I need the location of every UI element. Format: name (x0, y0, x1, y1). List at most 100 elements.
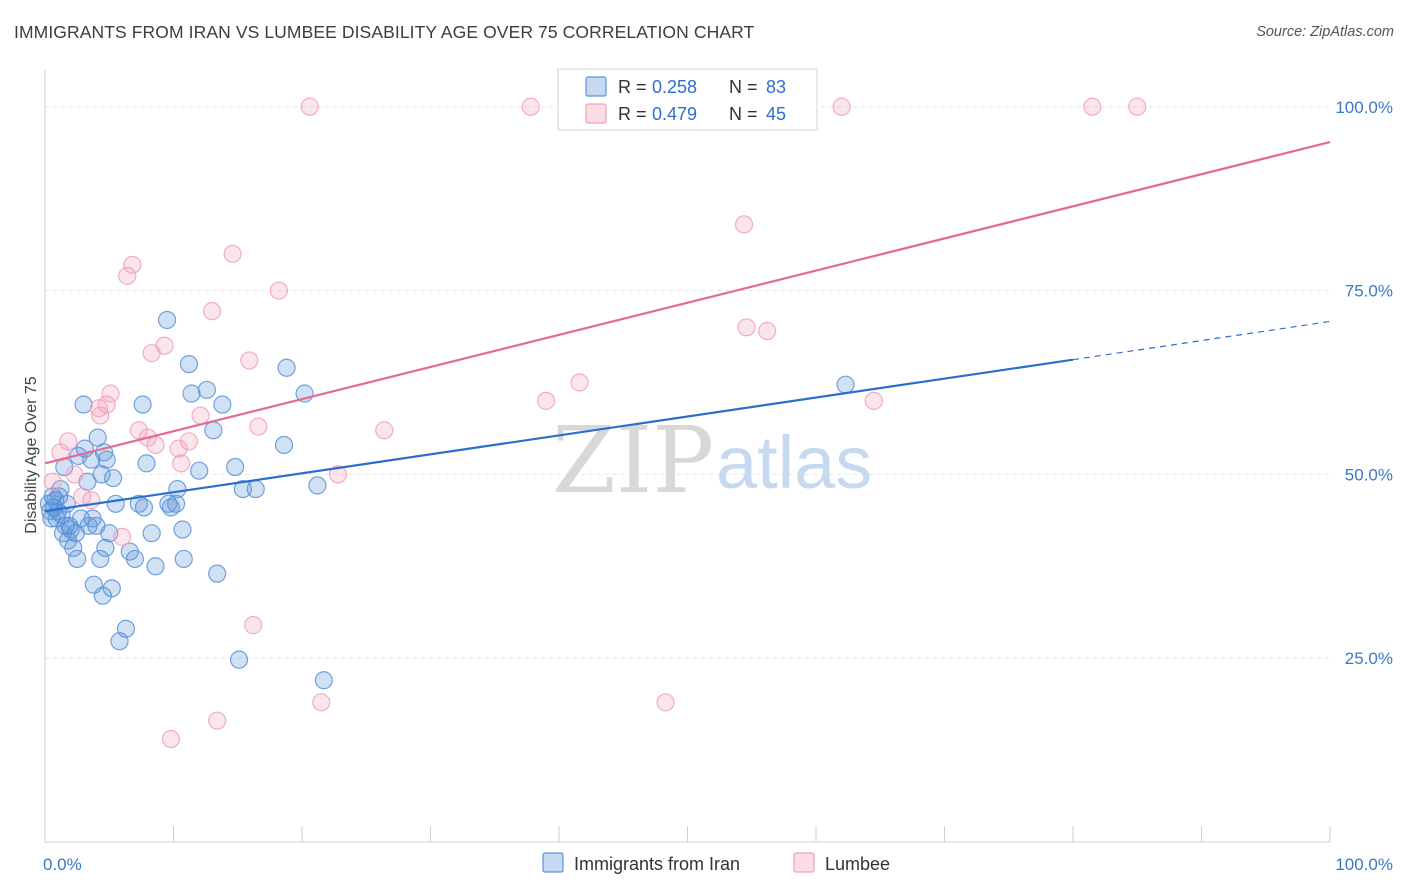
point-lumbee-20 (179, 432, 199, 451)
point-lumbee-32 (521, 97, 540, 116)
bottom-legend-label-iran: Immigrants from Iran (574, 854, 740, 874)
x-tick-labels: 0.0% 100.0% (43, 855, 1393, 874)
point-iran-62 (204, 421, 223, 440)
point-iran-75 (836, 375, 855, 394)
point-lumbee-21 (191, 406, 210, 425)
y-tick-label-0: 25.0% (1345, 649, 1393, 668)
legend-swatch-lumbee (585, 103, 607, 124)
point-iran-65 (226, 457, 245, 477)
legend-box: R = 0.258 N = 83 R = 0.479 N = 45 (557, 68, 818, 131)
point-lumbee-22 (202, 302, 222, 321)
point-iran-23 (74, 395, 93, 414)
point-lumbee-28 (269, 281, 288, 300)
trend-line-iran (44, 358, 1074, 513)
point-lumbee-43 (656, 693, 675, 712)
point-lumbee-16 (146, 435, 165, 455)
x-tick-label-0: 0.0% (43, 855, 82, 874)
point-lumbee-37 (758, 321, 777, 341)
source-label: Source: ZipAtlas.com (1256, 24, 1394, 40)
legend-r-value-iran: 0.258 (652, 77, 697, 97)
point-lumbee-18 (169, 439, 188, 458)
point-lumbee-39 (864, 391, 883, 410)
watermark: ZIP atlas (552, 407, 872, 514)
chart-title: IMMIGRANTS FROM IRAN VS LUMBEE DISABILIT… (14, 22, 755, 42)
point-lumbee-2 (59, 432, 78, 451)
series-iran-points (39, 310, 855, 690)
point-iran-69 (274, 435, 294, 455)
trend-line-lumbee (44, 140, 1331, 465)
point-iran-74 (110, 632, 129, 651)
point-lumbee-11 (118, 266, 137, 285)
point-lumbee-31 (375, 421, 394, 440)
point-iran-47 (134, 498, 154, 517)
point-lumbee-41 (1128, 97, 1147, 116)
point-iran-66 (229, 650, 249, 669)
point-lumbee-36 (737, 318, 756, 337)
point-lumbee-26 (244, 616, 263, 635)
bottom-legend-swatch-lumbee (793, 852, 815, 873)
point-iran-68 (246, 479, 265, 499)
watermark-zip: ZIP (552, 407, 714, 514)
trend-line-iran-extension (1072, 320, 1331, 361)
point-lumbee-44 (161, 729, 181, 749)
point-iran-18 (64, 538, 83, 558)
point-lumbee-25 (240, 351, 259, 370)
watermark-atlas: atlas (716, 421, 872, 504)
point-lumbee-10 (112, 527, 132, 546)
x-tick-label-1: 100.0% (1335, 855, 1393, 874)
point-iran-56 (173, 520, 192, 539)
legend-n-value-lumbee: 45 (766, 104, 786, 124)
point-iran-61 (197, 380, 217, 399)
point-iran-72 (308, 476, 327, 495)
series-lumbee-points (43, 97, 1147, 749)
point-iran-48 (137, 454, 156, 473)
y-axis-label: Disability Age Over 75 (23, 376, 40, 534)
legend-n-value-iran: 83 (766, 77, 786, 97)
point-lumbee-35 (734, 215, 754, 234)
point-lumbee-40 (1083, 97, 1102, 116)
point-iran-36 (96, 538, 115, 558)
point-iran-44 (125, 549, 145, 569)
point-iran-32 (91, 549, 110, 569)
point-lumbee-9 (101, 384, 120, 403)
y-tick-label-2: 75.0% (1345, 282, 1393, 301)
point-lumbee-38 (832, 97, 851, 116)
point-iran-51 (157, 310, 177, 330)
point-lumbee-12 (123, 255, 142, 274)
point-iran-63 (208, 564, 227, 583)
point-iran-73 (314, 671, 333, 690)
point-iran-37 (97, 450, 116, 469)
point-iran-39 (102, 579, 121, 598)
point-lumbee-8 (97, 395, 116, 414)
legend-n-label-lumbee: N = (729, 104, 758, 124)
y-tick-label-3: 100.0% (1335, 98, 1393, 117)
point-lumbee-23 (208, 711, 227, 730)
point-iran-58 (179, 354, 199, 374)
point-iran-60 (190, 461, 209, 480)
point-lumbee-17 (155, 336, 174, 355)
point-iran-67 (233, 479, 252, 499)
bottom-legend-swatch-iran (542, 852, 564, 873)
legend-r-label-iran: R = (618, 77, 647, 97)
point-lumbee-27 (249, 417, 268, 436)
bottom-legend-label-lumbee: Lumbee (825, 854, 890, 874)
point-lumbee-0 (43, 472, 62, 491)
legend-r-label-lumbee: R = (618, 104, 647, 124)
point-lumbee-42 (312, 693, 331, 712)
legend-swatch-iran (585, 76, 607, 97)
point-lumbee-34 (570, 373, 589, 392)
point-iran-20 (68, 549, 87, 569)
point-lumbee-7 (91, 406, 110, 425)
point-lumbee-24 (223, 244, 242, 263)
bottom-legend: Immigrants from Iran Lumbee (542, 852, 890, 874)
point-iran-70 (277, 358, 296, 377)
point-iran-40 (104, 468, 123, 488)
point-lumbee-33 (537, 391, 556, 410)
trend-lines (44, 140, 1331, 513)
point-lumbee-29 (300, 97, 319, 116)
legend-n-label-iran: N = (729, 77, 758, 97)
point-iran-50 (146, 557, 165, 576)
y-tick-label-1: 50.0% (1345, 465, 1393, 484)
point-lumbee-30 (328, 465, 348, 484)
